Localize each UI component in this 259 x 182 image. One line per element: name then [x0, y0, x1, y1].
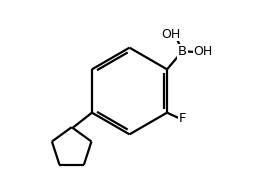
- Text: OH: OH: [193, 45, 213, 58]
- Text: OH: OH: [161, 28, 180, 41]
- Text: B: B: [178, 45, 187, 58]
- Text: F: F: [178, 112, 186, 126]
